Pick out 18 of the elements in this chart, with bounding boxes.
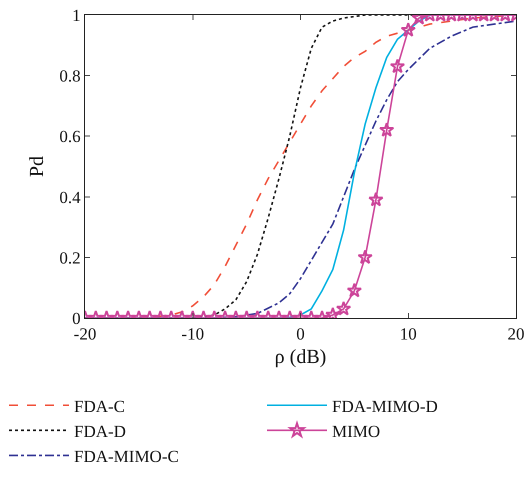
legend-label: FDA-D: [74, 422, 126, 441]
legend-label: FDA-MIMO-D: [332, 396, 438, 416]
legend-label: MIMO: [332, 422, 380, 441]
x-tick-label: 20: [508, 324, 524, 344]
x-axis-title: ρ (dB): [274, 346, 326, 368]
x-tick-label: 10: [400, 324, 417, 344]
x-tick-label: 0: [296, 324, 305, 344]
legend-label: FDA-C: [74, 396, 126, 416]
point: [368, 192, 384, 206]
y-tick-label: 0.8: [59, 66, 81, 86]
y-tick-label: 0.4: [59, 188, 82, 207]
legend-label: FDA-MIMO-C: [74, 447, 179, 466]
x-tick-label: -10: [181, 324, 204, 344]
point: [379, 122, 394, 137]
y-tick-label: 0.6: [59, 127, 81, 146]
y-tick-label: 1: [72, 6, 81, 25]
y-tick-label: 0.2: [59, 248, 81, 268]
y-axis-title: Pd: [26, 156, 48, 178]
